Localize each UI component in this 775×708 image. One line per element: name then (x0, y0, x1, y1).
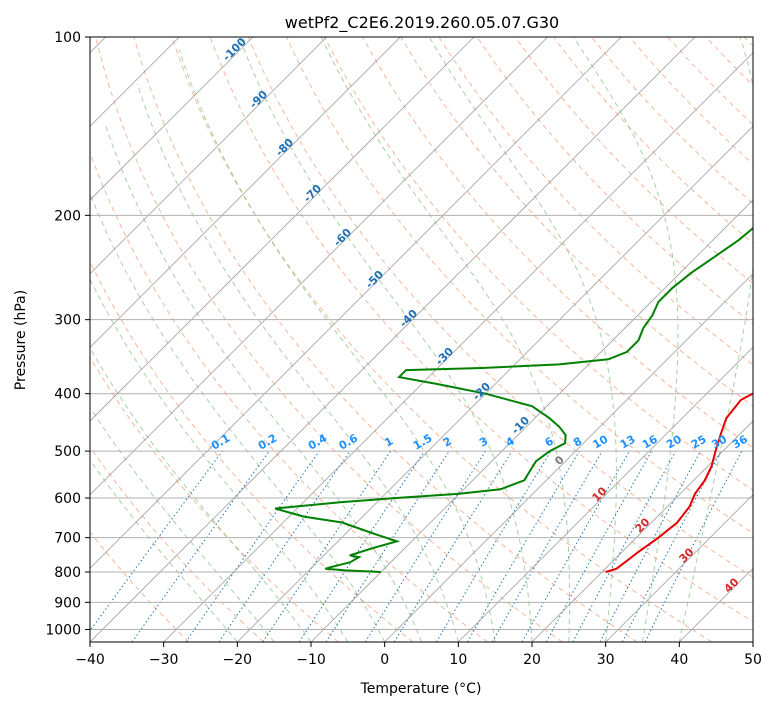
mixing-ratio-line (185, 450, 320, 642)
isotherm-line (90, 37, 327, 275)
y-tick-label: 200 (54, 208, 81, 224)
moist-adiabat (428, 37, 617, 642)
isotherm-line (384, 273, 753, 642)
moist-adiabat (136, 83, 459, 642)
dry-adiabat (90, 531, 190, 642)
mixing-ratio-line (218, 450, 351, 642)
x-tick-label: 50 (744, 652, 762, 668)
moist-adiabat (90, 347, 312, 642)
plot-frame (89, 36, 754, 643)
x-tick-label: −40 (75, 652, 105, 668)
dry-adiabat (209, 37, 753, 623)
x-tick-label: 0 (380, 652, 389, 668)
gridlines (90, 37, 753, 642)
dry-adiabat (171, 37, 712, 642)
isotherm-line (458, 346, 753, 642)
mixing-ratio-line (262, 450, 392, 642)
dry-adiabat (362, 37, 753, 449)
isotherm-line (531, 420, 753, 642)
isotherm-line (605, 494, 753, 642)
y-tick-label: 500 (54, 444, 81, 460)
isotherm-line (310, 199, 753, 642)
moist-adiabat (90, 278, 349, 642)
y-tick-label: 1000 (45, 622, 81, 638)
y-axis-title: Pressure (hPa) (13, 290, 29, 390)
mixing-ratio-line (644, 450, 743, 642)
isotherm-line (90, 37, 622, 569)
moist-adiabat (104, 123, 422, 642)
dry-adiabat (90, 151, 488, 642)
dry-adiabat (133, 37, 638, 642)
isotherm-line (237, 125, 753, 642)
y-tick-label: 300 (54, 313, 81, 329)
mixing-ratio-line (572, 450, 677, 642)
x-tick-label: −30 (149, 652, 179, 668)
dry-adiabat (285, 37, 753, 534)
x-tick-label: 10 (449, 652, 467, 668)
y-tick-label: 700 (54, 531, 81, 547)
mixing-ratio-line (131, 450, 270, 642)
y-tick-label: 900 (54, 595, 81, 611)
profile-line-2 (274, 226, 753, 573)
x-axis-title: Temperature (°C) (360, 681, 482, 697)
profile-lines (274, 226, 753, 573)
x-tick-label: −20 (223, 652, 253, 668)
y-tick-label: 100 (54, 30, 81, 46)
moist-adiabat (572, 37, 679, 642)
isotherm-line (90, 37, 254, 201)
dry-adiabat (90, 445, 264, 642)
moist-adiabat (90, 459, 238, 642)
dry-adiabat (90, 356, 339, 642)
dry-adiabat (247, 37, 753, 578)
mixing-ratio-line (521, 450, 630, 642)
axis-ticks: −40 −30 −20 −10 0 10 20 30 40 50 100 200 300 400 500 60… (45, 30, 762, 668)
mixing-ratio-line (90, 450, 223, 632)
moist-adiabat (320, 37, 571, 642)
y-tick-label: 800 (54, 565, 81, 581)
chart-title: wetPf2_C2E6.2019.260.05.07.G30 (285, 13, 559, 33)
y-tick-label: 600 (54, 491, 81, 507)
x-tick-label: −10 (296, 652, 326, 668)
isotherm-line (90, 37, 475, 422)
y-tick-label: 400 (54, 387, 81, 403)
profile-line-1 (605, 392, 753, 573)
dry-adiabat (95, 37, 563, 642)
mixing-ratio-line (325, 450, 450, 642)
isotherm-line (163, 52, 753, 642)
dry-adiabat (400, 37, 753, 407)
mixing-ratio-line (298, 450, 425, 642)
dry-adiabat (514, 37, 753, 285)
isotherm-line (90, 37, 696, 642)
x-tick-label: 40 (670, 652, 688, 668)
x-tick-label: 20 (523, 652, 541, 668)
mixing-ratio-line (545, 450, 653, 642)
isotherm-line (90, 37, 401, 348)
moist-adiabat (178, 49, 496, 642)
x-tick-label: 30 (597, 652, 615, 668)
mixing-ratio-line (393, 450, 513, 642)
isotherm-line (90, 37, 548, 496)
